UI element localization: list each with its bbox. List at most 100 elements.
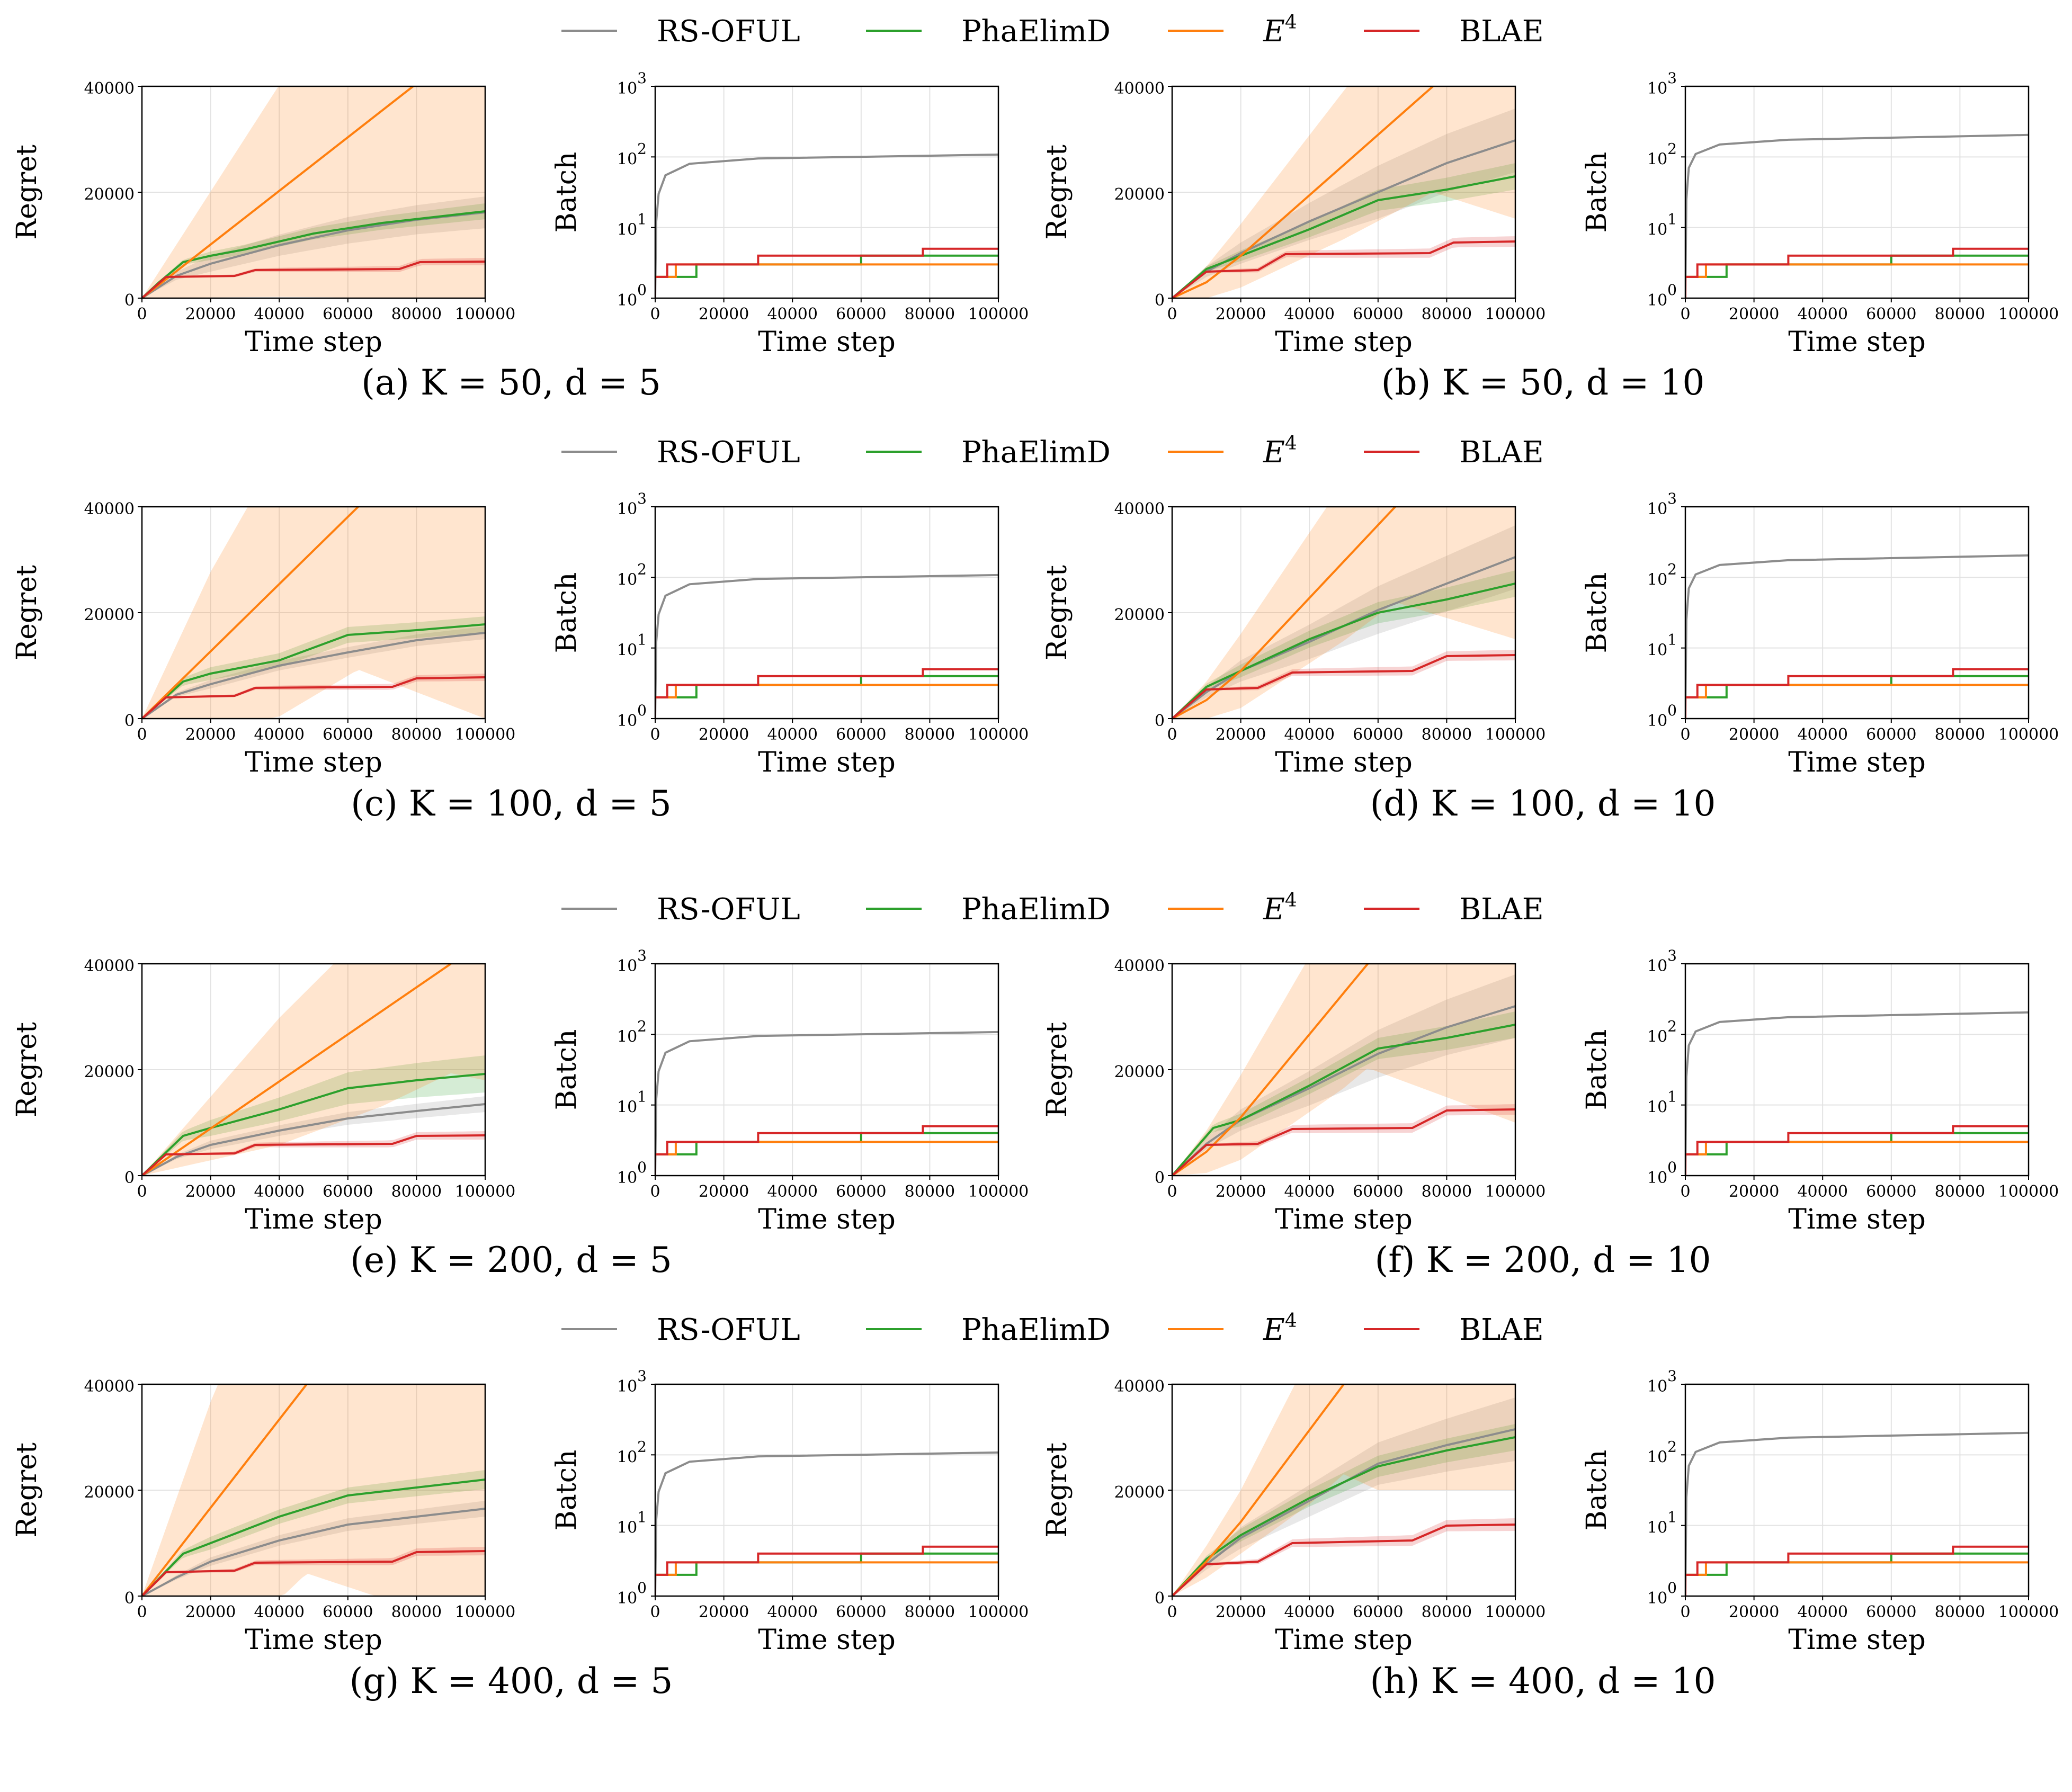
series-line [655,1552,998,1596]
y-tick-base: 10 [1647,1448,1667,1466]
y-tick-label: 20000 [1114,1063,1165,1081]
batch-series-area [655,1451,998,1596]
regret-plot: 0 20000 40000 60000 80000 100000 0 20000 40000 Ti… [1041,1377,1546,1656]
legend-label: E4 [1263,12,1297,49]
y-tick-exp: 0 [637,281,647,299]
series-line [1172,654,1515,719]
x-axis-label: Time step [1275,747,1413,778]
series-line [142,1384,308,1596]
y-tick-exp: 1 [637,1509,647,1526]
plot-frame [654,85,999,299]
legend-label: PhaElimD [961,14,1111,49]
y-axis-label: Regret [11,565,43,660]
y-tick-base: 10 [617,1448,637,1466]
y-tick-exp: 1 [1667,631,1677,649]
regret-plot: 0 20000 40000 60000 80000 100000 0 20000 40000 Ti… [1041,79,1546,358]
legend-label-text: PhaElimD [961,1313,1111,1347]
y-axis-label: Regret [1041,565,1073,660]
legend-item: RS-OFUL [561,1313,800,1347]
y-tick-exp: 3 [637,69,647,87]
y-tick-base: 10 [617,1027,637,1046]
y-tick-exp: 2 [637,1438,647,1455]
series-line [655,153,998,298]
x-tick-label: 60000 [836,305,886,324]
confidence-band [1172,1518,1515,1596]
x-tick-label: 100000 [968,1182,1029,1201]
x-tick-label: 100000 [968,725,1029,744]
series-line [1172,1108,1515,1176]
x-tick-label: 0 [1680,1182,1690,1201]
series-line [655,675,998,719]
confidence-band [1172,1384,1515,1596]
series-line [1685,554,2029,719]
y-tick-label: 20000 [1114,606,1165,624]
y-tick-base: 10 [1647,500,1667,518]
x-tick-label: 40000 [1284,305,1334,324]
x-axis-label: Time step [245,1624,382,1656]
series-line [142,1103,485,1176]
legend-label-text: PhaElimD [961,14,1111,49]
y-tick-label: 20000 [1114,185,1165,204]
legend-label-text: RS-OFUL [657,435,800,470]
y-tick-exp: 1 [1667,211,1677,228]
y-tick-exp: 2 [1667,560,1677,578]
y-tick-exp: 3 [1667,1367,1677,1385]
y-tick-base: 10 [617,150,637,168]
series-line [142,676,485,719]
x-tick-label: 80000 [1935,1603,1985,1621]
legend-label-text: BLAE [1459,14,1544,49]
series-line [655,247,998,298]
y-tick-label: 0 [1155,1169,1165,1187]
y-tick-label: 101 [1647,1509,1677,1537]
legend-label: RS-OFUL [657,1313,800,1347]
legend-item: E4 [1168,1310,1297,1347]
series-line [655,263,998,298]
series-line [142,1508,485,1596]
x-tick-label: 20000 [185,1182,236,1201]
y-tick-base: 10 [617,641,637,660]
batch-series-area [1685,1011,2029,1176]
x-tick-label: 60000 [323,1603,373,1621]
y-tick-label: 103 [617,1367,647,1396]
series-line [1685,1545,2029,1596]
y-tick-label: 103 [1647,490,1677,518]
y-tick-label: 40000 [84,79,135,98]
x-tick-label: 40000 [1797,1182,1847,1201]
x-tick-label: 80000 [1935,305,1985,324]
x-tick-label: 80000 [905,725,955,744]
y-tick-exp: 3 [637,947,647,964]
series-line [1685,1552,2029,1596]
panel-caption: (g) K = 400, d = 5 [350,1661,673,1701]
x-tick-label: 40000 [1284,1182,1334,1201]
y-tick-exp: 1 [1667,1509,1677,1526]
confidence-band [1172,163,1515,298]
y-tick-label: 102 [1647,560,1677,589]
x-tick-label: 100000 [1485,305,1546,324]
y-tick-exp: 2 [1667,1438,1677,1455]
x-tick-label: 60000 [323,725,373,744]
plot-frame [1171,85,1516,299]
x-axis-label: Time step [758,1624,896,1656]
y-tick-base: 10 [617,1098,637,1117]
series-line [142,1550,485,1596]
regret-series-area [1172,507,1515,719]
y-tick-base: 10 [617,1519,637,1537]
y-tick-label: 103 [1647,947,1677,975]
y-tick-label: 100 [1647,702,1677,730]
y-tick-base: 10 [617,570,637,589]
legend-label-sup: 4 [1285,890,1297,911]
y-tick-label: 102 [617,140,647,168]
x-tick-label: 20000 [1216,1182,1266,1201]
y-axis-label: Regret [1041,1022,1073,1117]
y-tick-exp: 0 [637,702,647,719]
x-tick-label: 80000 [1935,1182,1985,1201]
batch-series-area [655,1031,998,1176]
y-tick-exp: 0 [1667,702,1677,719]
y-axis-label: Batch [1581,572,1613,653]
x-tick-label: 40000 [1797,305,1847,324]
x-tick-label: 40000 [767,305,817,324]
x-tick-label: 60000 [1866,305,1916,324]
plot-frame [1171,963,1516,1177]
series-line [142,964,452,1176]
x-tick-label: 0 [1680,305,1690,324]
